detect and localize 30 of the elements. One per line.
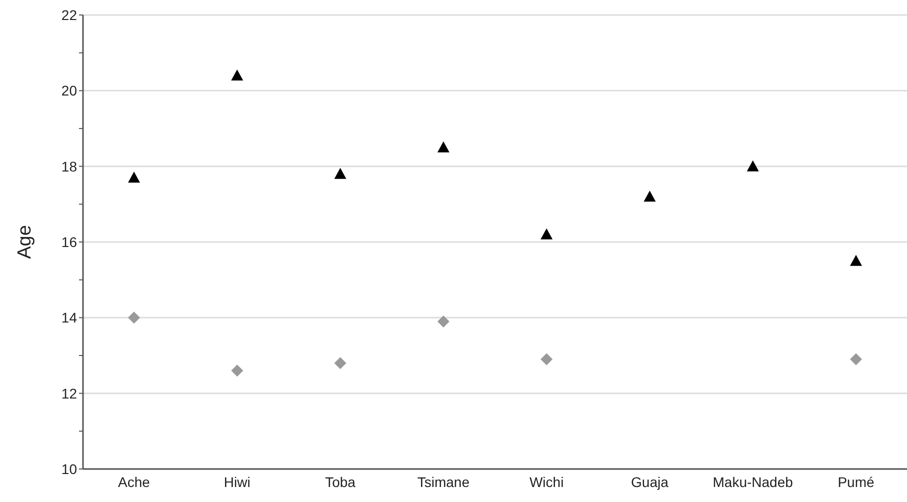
y-tick-label: 18 — [61, 158, 78, 174]
y-tick-label: 10 — [61, 460, 78, 477]
point — [231, 70, 244, 81]
y-tick-label: 14 — [61, 310, 78, 326]
y-tick-label: 16 — [61, 234, 78, 250]
point — [540, 228, 553, 240]
y-tick-label: 22 — [61, 6, 78, 23]
point — [437, 141, 450, 152]
y-axis-title: Age — [14, 225, 36, 259]
point — [128, 312, 140, 324]
x-tick-label: Toba — [325, 474, 356, 490]
x-tick-label: Pumé — [838, 474, 874, 490]
x-tick-label: Wichi — [529, 474, 564, 490]
point — [644, 190, 656, 202]
point — [540, 353, 553, 366]
x-tick-label: Maku-Nadeb — [712, 474, 794, 490]
point — [334, 168, 346, 179]
y-tick-label: 20 — [61, 82, 78, 99]
x-tick-label: Hiwi — [224, 474, 250, 490]
x-tick-label: Tsimane — [417, 474, 470, 490]
y-tick-label: 12 — [61, 385, 78, 402]
x-tick-label: Guaja — [631, 474, 669, 490]
point — [850, 254, 862, 266]
point — [746, 160, 759, 172]
point — [128, 172, 140, 183]
point — [437, 315, 450, 328]
x-tick-label: Ache — [118, 474, 150, 490]
point — [850, 353, 862, 366]
point — [231, 364, 244, 377]
point — [334, 357, 346, 370]
